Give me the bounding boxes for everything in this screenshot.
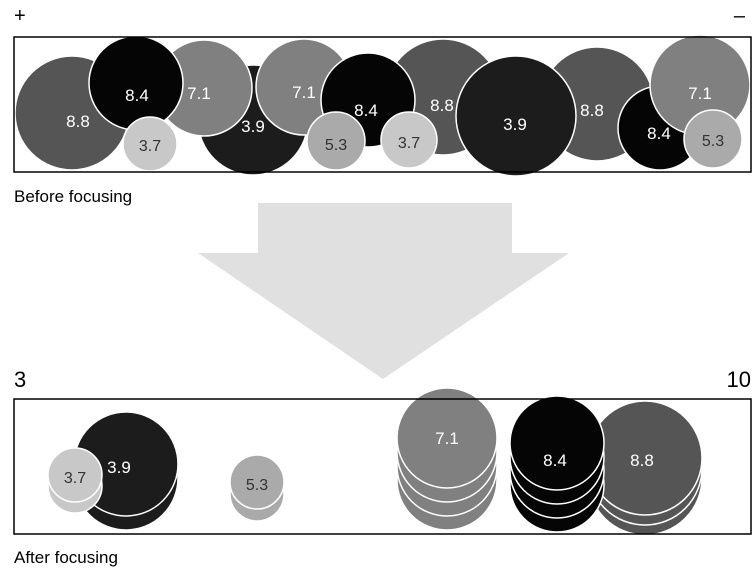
- after-frame: [13, 398, 752, 535]
- before-caption: Before focusing: [14, 187, 132, 206]
- before-circle-3.7a: 3.7: [122, 116, 178, 172]
- circle-label: 7.1: [187, 84, 211, 103]
- after-group-8.4: 8.4: [509, 395, 605, 533]
- circle-label: 5.3: [702, 133, 724, 150]
- circle-label: 8.8: [580, 101, 604, 120]
- before-circle-3.9b: 3.9: [455, 55, 577, 177]
- circle-label: 8.4: [543, 451, 567, 470]
- circle-label: 8.8: [630, 451, 654, 470]
- before-panel: 8.8 3.9 7.1 8.4 3.7 7.1 8.8 8.4: [14, 34, 751, 177]
- before-circle-5.3a: 5.3: [306, 111, 366, 171]
- circle-shape: [122, 116, 178, 172]
- circle-label: 3.7: [139, 138, 161, 155]
- after-group-3.7: 3.7: [47, 447, 103, 514]
- after-group-7.1: 7.1: [396, 387, 498, 531]
- scale-plus-label: +: [14, 5, 26, 27]
- circle-label: 3.7: [64, 470, 86, 487]
- circle-shape: [509, 395, 605, 491]
- down-arrow: [198, 203, 569, 379]
- circle-label: 3.7: [398, 135, 420, 152]
- circle-label: 8.8: [66, 112, 90, 131]
- circle-label: 8.8: [430, 96, 454, 115]
- circle-shape: [683, 109, 743, 169]
- after-group-5.3: 5.3: [229, 454, 285, 522]
- circle-label: 5.3: [246, 477, 268, 494]
- circle-shape: [455, 55, 577, 177]
- circle-shape: [306, 111, 366, 171]
- circle-label: 8.4: [125, 86, 149, 105]
- circle-label: 5.3: [325, 137, 347, 154]
- circle-shape: [47, 447, 103, 503]
- circle-label: 7.1: [435, 429, 459, 448]
- circle-label: 7.1: [688, 84, 712, 103]
- after-panel: 3.9 3.7 5.3 7.1 8.8: [47, 387, 703, 536]
- circle-label: 7.1: [292, 83, 316, 102]
- circle-label: 3.9: [241, 117, 265, 136]
- before-circle-8.4a: 8.4: [88, 35, 184, 131]
- circle-shape: [396, 387, 498, 489]
- circle-shape: [229, 454, 285, 510]
- circle-shape: [380, 111, 438, 169]
- scale-max-label: 10: [727, 367, 751, 392]
- circle-label: 8.4: [647, 124, 671, 143]
- circle-label: 8.4: [354, 101, 378, 120]
- circle-shape: [88, 35, 184, 131]
- scale-minus-label: –: [734, 5, 746, 27]
- circle-label: 3.9: [503, 115, 527, 134]
- before-frame: [13, 36, 752, 173]
- after-caption: After focusing: [14, 548, 118, 567]
- before-circle-3.7b: 3.7: [380, 111, 438, 169]
- before-circle-5.3b: 5.3: [683, 109, 743, 169]
- scale-min-label: 3: [14, 367, 26, 392]
- circle-label: 3.9: [107, 458, 131, 477]
- after-group-8.8: 8.8: [587, 400, 703, 536]
